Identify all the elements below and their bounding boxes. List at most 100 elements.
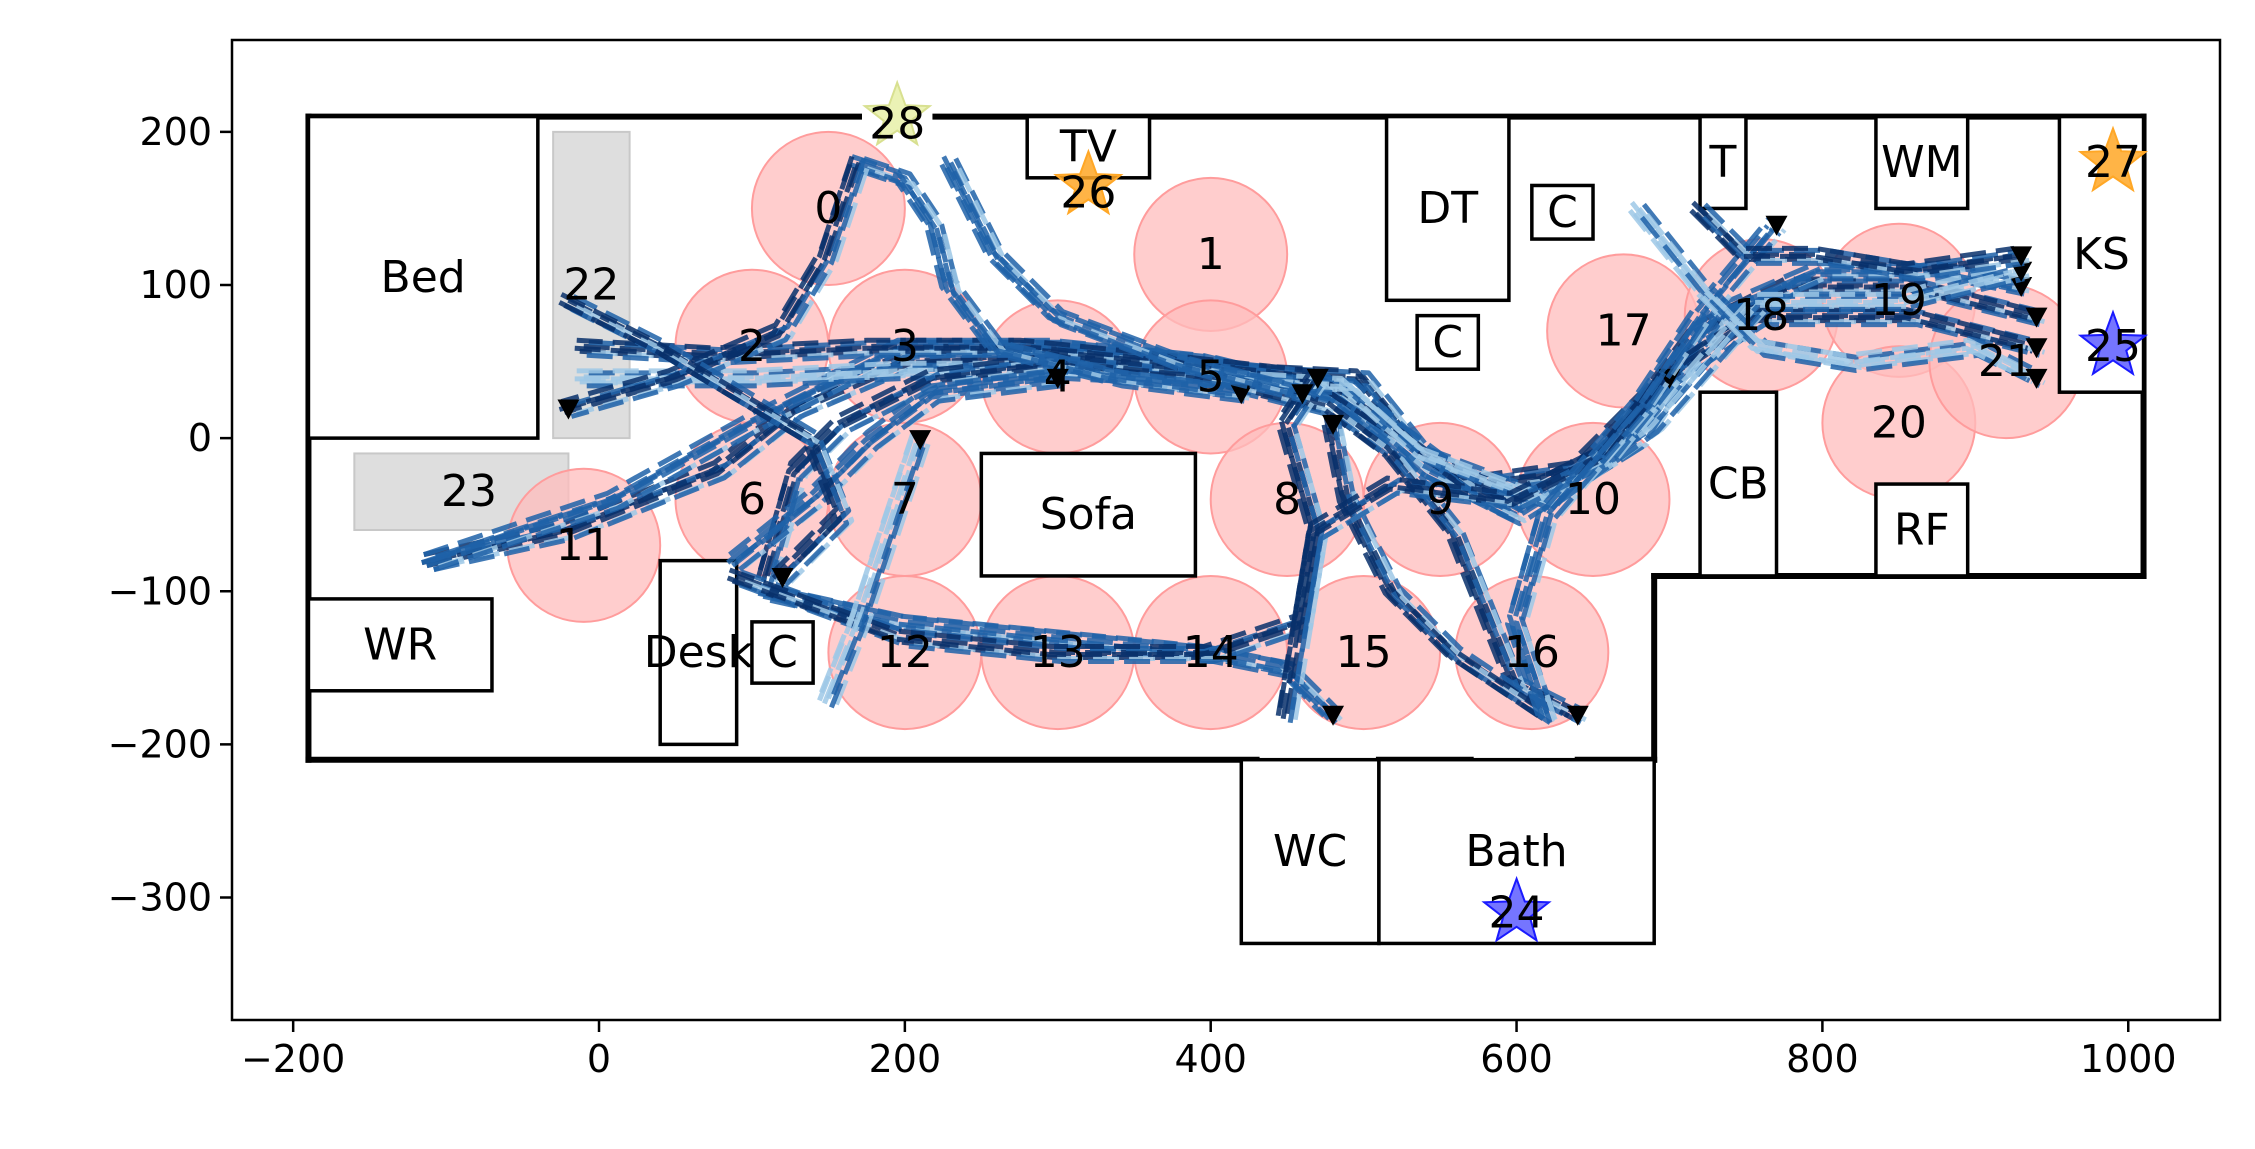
furniture-label: Bed [381, 252, 466, 303]
star-markers-layer [862, 79, 2149, 943]
start-star-icon [2077, 125, 2149, 193]
furniture-label: TV [1059, 122, 1117, 173]
trajectory-end-marker [2025, 368, 2048, 389]
trajectory-line [558, 163, 853, 412]
trajectory-line [726, 377, 1312, 657]
waypoints-layer [506, 130, 2084, 731]
trajectory-line [1277, 369, 1665, 709]
trajectory-line [1703, 202, 2027, 269]
trajectory-end-marker [1322, 705, 1345, 726]
trajectory-end-marker [1046, 368, 1069, 389]
furniture-box [750, 620, 815, 685]
trajectory-line [558, 300, 838, 580]
trajectory-line [738, 384, 1324, 664]
trajectory-line [822, 442, 919, 705]
trajectory-end-marker [909, 430, 932, 451]
y-tick-label: −200 [108, 722, 212, 766]
trajectory-line [1689, 208, 2013, 275]
furniture-label: Desk [644, 627, 754, 678]
trajectory-line [560, 292, 840, 572]
furniture-label: C [767, 627, 798, 678]
point-label: 22 [563, 260, 619, 311]
trajectory-line [1701, 215, 2025, 282]
trajectory-line [1275, 377, 1663, 717]
furniture-label: T [1709, 137, 1737, 188]
trajectory-line [1323, 416, 1542, 710]
trajectory-line [817, 439, 914, 702]
furniture-box [979, 451, 1198, 578]
furniture-label: WM [1881, 137, 1962, 188]
trajectory-line [866, 166, 1250, 401]
furniture-box [1698, 390, 1779, 578]
trajectory-line [849, 162, 1233, 397]
point-label: 24 [1489, 887, 1545, 938]
trajectory-line [1641, 202, 2043, 376]
trajectory-line [1691, 200, 2015, 267]
waypoint-label: 19 [1871, 275, 1927, 326]
trajectory-line [560, 155, 855, 404]
waypoint-label: 17 [1596, 305, 1652, 356]
furniture-label: RF [1894, 505, 1950, 556]
trajectory-line [1644, 212, 2046, 386]
trajectory-line [759, 582, 1328, 710]
waypoint-label: 14 [1183, 627, 1239, 678]
trajectory-line [1639, 215, 2041, 389]
waypoint-label: 10 [1565, 474, 1621, 525]
y-tick-label: 0 [188, 416, 212, 460]
point-label: 26 [1060, 168, 1116, 219]
trajectory-end-marker [2025, 338, 2048, 359]
waypoint-label: 15 [1336, 627, 1392, 678]
x-tick-label: 200 [869, 1037, 942, 1081]
trajectory-line [939, 163, 1295, 397]
furniture-box [306, 597, 494, 693]
trajectory-line [726, 376, 1050, 565]
goal-star-icon [1481, 875, 1552, 943]
trajectory-line [570, 307, 850, 587]
x-tick-label: 400 [1174, 1037, 1247, 1081]
x-tick-label: 800 [1786, 1037, 1859, 1081]
furniture-label: WC [1273, 826, 1347, 877]
point-label: 23 [441, 466, 497, 517]
trajectory-end-marker [557, 399, 580, 420]
y-tick-label: 100 [139, 263, 212, 307]
furniture-label: C [1547, 187, 1578, 238]
x-tick-label: 600 [1480, 1037, 1553, 1081]
furniture-box [658, 558, 739, 747]
trajectory-line [941, 155, 1297, 389]
point-label: 28 [869, 99, 925, 150]
furniture-label: C [1432, 317, 1463, 368]
trajectory-line [433, 291, 2041, 573]
waypoint-label: 9 [1426, 474, 1454, 525]
waypoint-label: 12 [877, 627, 933, 678]
waypoint-label: 3 [891, 321, 919, 372]
trajectory-line [861, 169, 1245, 404]
furniture-box [1874, 114, 1970, 211]
furniture-box [1874, 482, 1970, 578]
waypoint-label: 6 [738, 474, 766, 525]
trajectories-layer [421, 154, 2048, 726]
furniture-box [1384, 114, 1511, 303]
y-tick-label: 200 [139, 110, 212, 154]
gray-zones-layer [353, 130, 631, 531]
trajectory-line [829, 446, 926, 709]
trajectory-end-marker [2010, 246, 2033, 267]
furniture-box [306, 114, 540, 440]
point-label: 25 [2085, 321, 2141, 372]
x-tick-label: 0 [587, 1037, 611, 1081]
trajectory-line [563, 166, 858, 415]
trajectory-end-marker [771, 567, 794, 588]
furniture-label: CB [1708, 459, 1769, 510]
trajectory-end-marker [1230, 384, 1253, 405]
waypoint-label: 0 [814, 183, 842, 234]
trajectory-line [755, 361, 1570, 718]
marker-star-icon [862, 79, 933, 147]
trajectory-end-marker [1306, 368, 1329, 389]
x-tick-label: −200 [241, 1037, 345, 1081]
start-star-icon [1053, 148, 1124, 216]
point-label: 27 [2085, 137, 2141, 188]
furniture-box [1530, 183, 1595, 241]
waypoint-label: 8 [1273, 474, 1301, 525]
trajectory-line [948, 161, 1304, 395]
